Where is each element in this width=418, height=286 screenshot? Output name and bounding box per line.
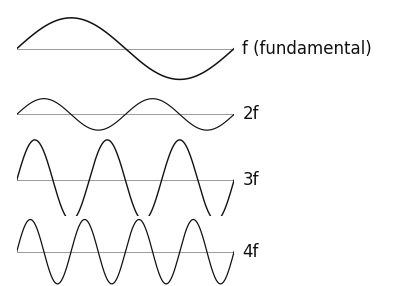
Text: f (fundamental): f (fundamental) — [242, 40, 372, 57]
Text: 3f: 3f — [242, 171, 259, 189]
Text: 4f: 4f — [242, 243, 259, 261]
Text: 2f: 2f — [242, 106, 259, 123]
